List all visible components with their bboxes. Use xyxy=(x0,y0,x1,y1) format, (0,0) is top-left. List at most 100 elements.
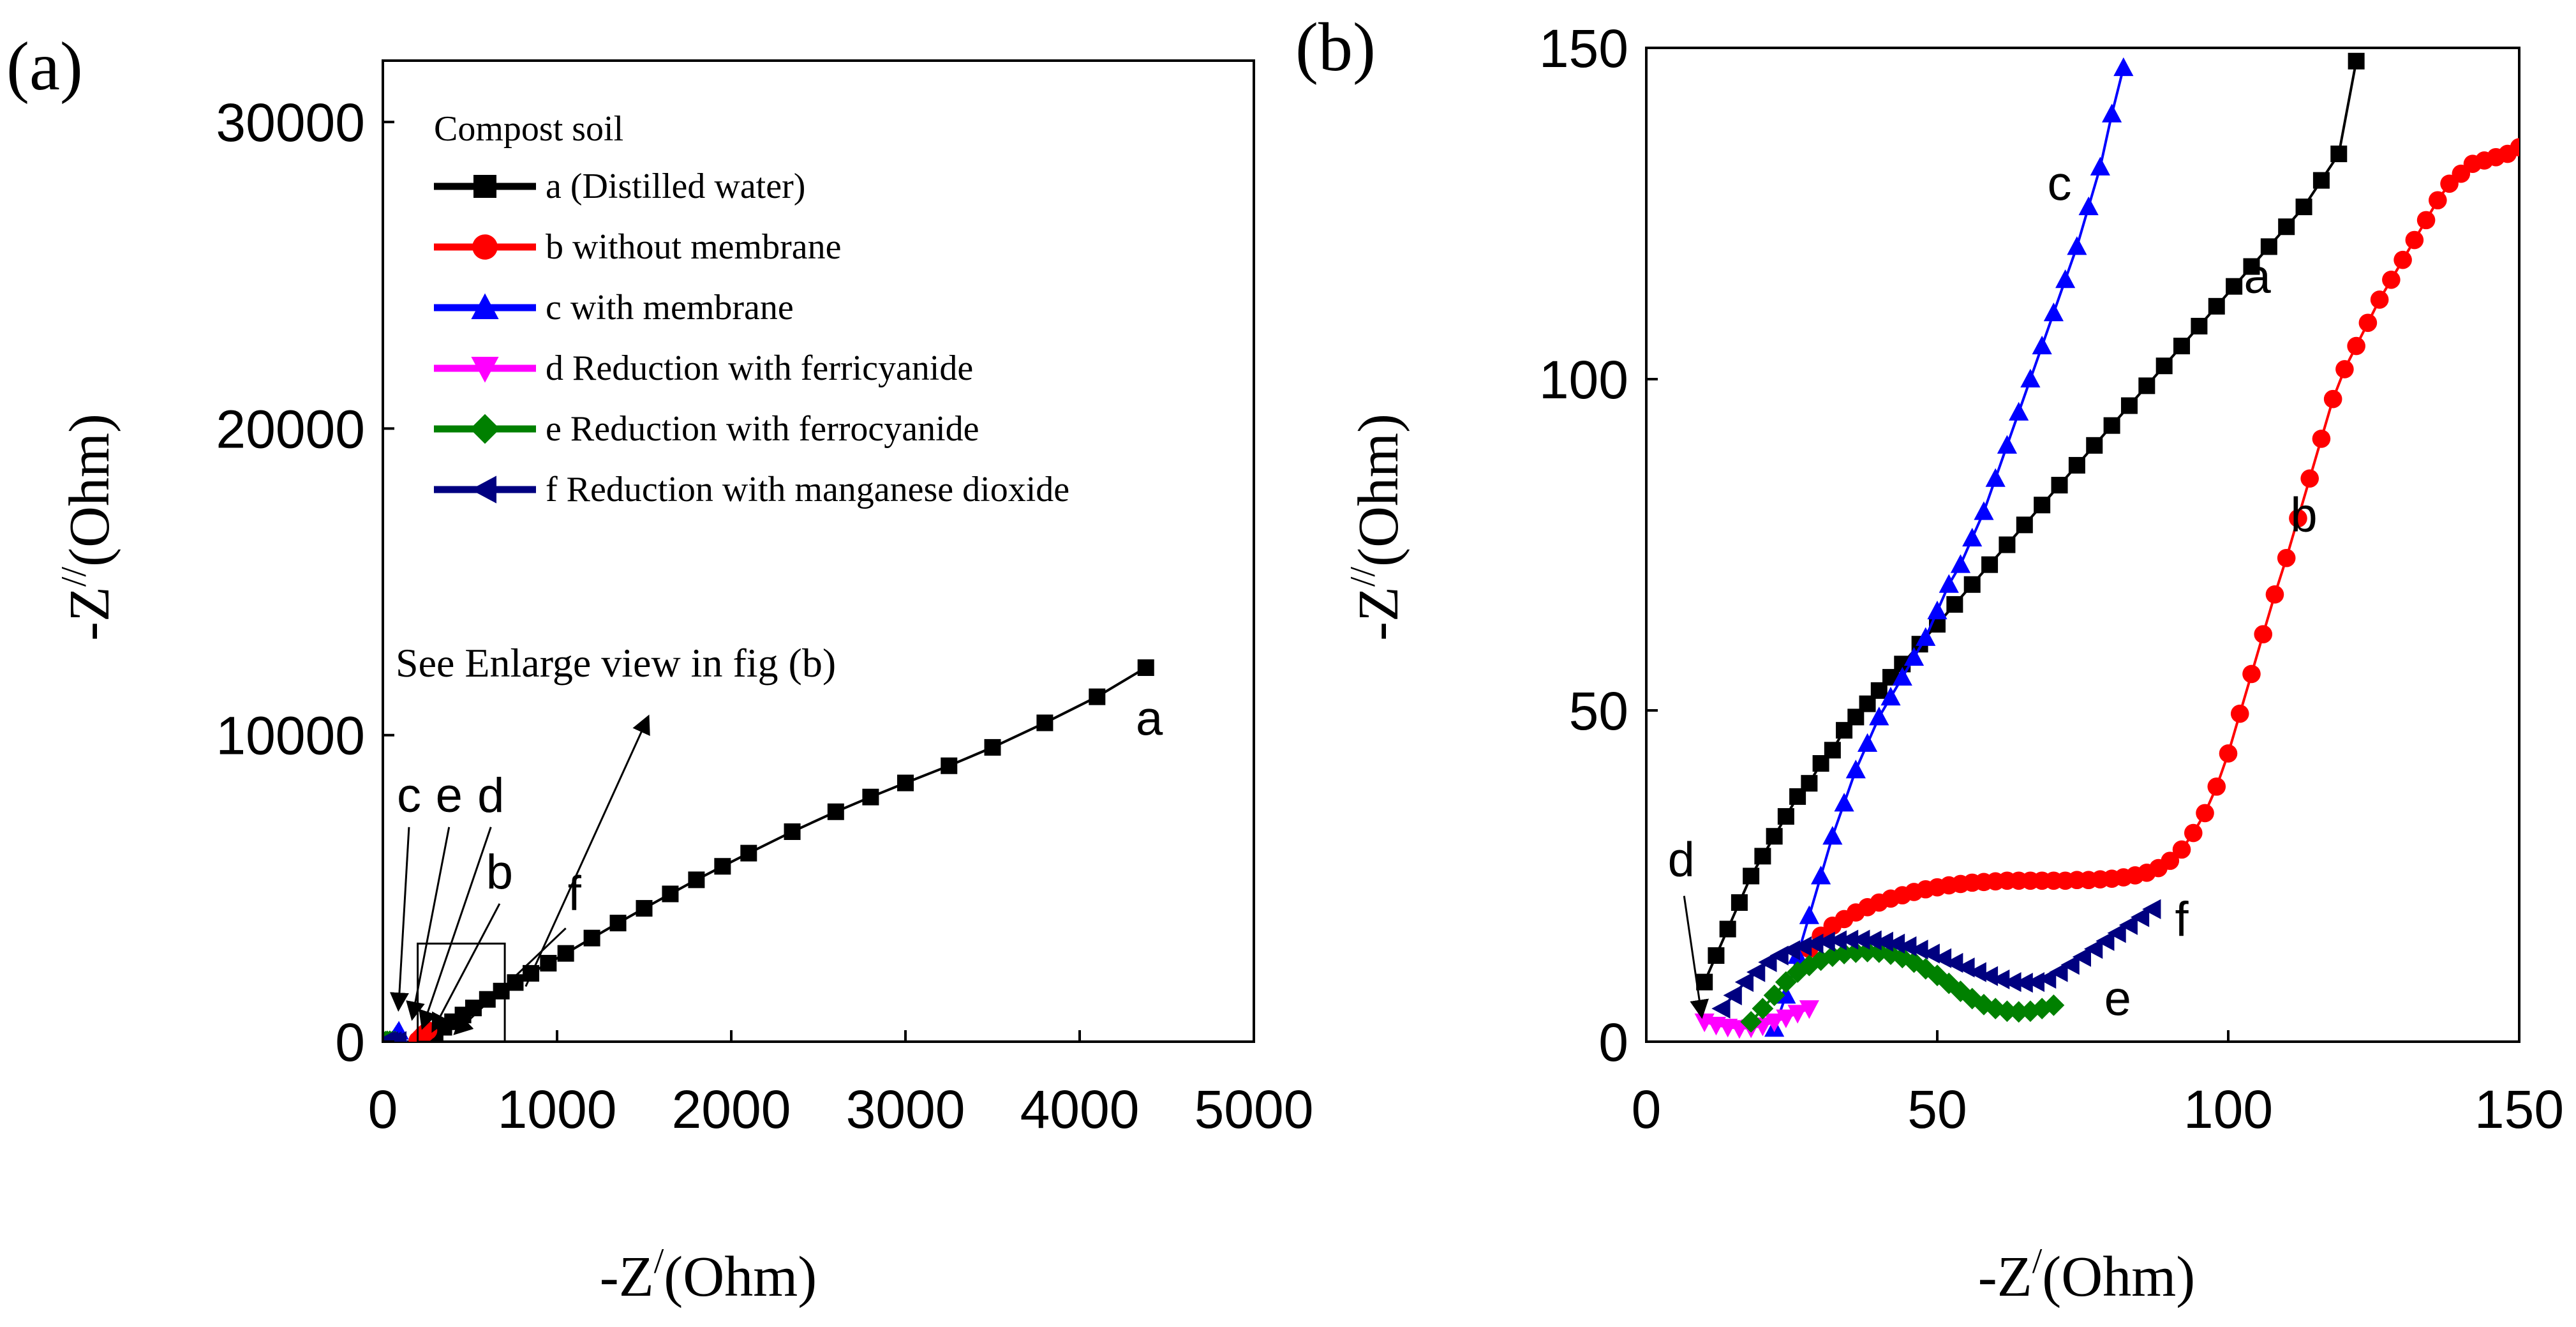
data-point-b xyxy=(2300,469,2319,488)
data-point-c xyxy=(1811,866,1831,885)
data-point-a xyxy=(2312,172,2330,189)
legend-marker-a xyxy=(473,175,496,198)
panel-b: c a b d fe 0 50 100 150 0 50 100 150 -Z/(Ohm) -Z//… xyxy=(1343,19,2564,1308)
data-point-a xyxy=(2278,218,2295,236)
data-point-a xyxy=(1801,775,1818,792)
y-tick-label: 150 xyxy=(1539,19,1628,79)
legend-marker-d xyxy=(471,357,499,383)
data-point-b xyxy=(2277,548,2296,567)
data-point-e xyxy=(1984,998,2007,1019)
data-point-a xyxy=(984,738,1001,756)
data-point-f xyxy=(2083,939,2103,959)
curve-label-a: a xyxy=(1136,692,1163,746)
data-point-f xyxy=(2096,931,2115,951)
curve-label-d: d xyxy=(477,768,504,823)
data-point-a xyxy=(540,955,557,972)
panel-b-y-axis-label: -Z//(Ohm) xyxy=(1343,414,1410,641)
data-point-e xyxy=(2043,994,2065,1016)
data-point-e xyxy=(1845,941,1867,963)
legend-label: f Reduction with manganese dioxide xyxy=(546,470,1069,509)
legend-entry-f: f Reduction with manganese dioxide xyxy=(434,470,1069,509)
x-tick-label: 0 xyxy=(1632,1079,1662,1139)
data-point-f xyxy=(1734,971,1754,993)
data-point-c xyxy=(1892,666,1912,686)
plot-frame xyxy=(1645,47,2520,1043)
data-point-a xyxy=(1766,828,1783,845)
data-point-e xyxy=(1996,1000,2018,1023)
series-line-b xyxy=(1808,146,2519,950)
data-point-f xyxy=(2072,947,2091,967)
data-point-f xyxy=(1886,933,1905,954)
legend-label: d Reduction with ferricyanide xyxy=(546,349,973,388)
x-tick-label: 0 xyxy=(368,1079,398,1139)
data-point-a xyxy=(1777,808,1794,825)
data-point-b xyxy=(2382,271,2401,289)
data-point-c xyxy=(1880,686,1901,706)
data-point-a xyxy=(609,915,627,932)
panel-a-x-axis-label: -Z/(Ohm) xyxy=(600,1241,817,1308)
data-point-a xyxy=(1963,576,1981,593)
data-point-e xyxy=(1775,971,1797,993)
data-point-b xyxy=(2230,704,2249,723)
data-point-c xyxy=(2055,269,2076,289)
legend-label: e Reduction with ferrocyanide xyxy=(546,409,979,449)
curve-label-b: b xyxy=(2290,488,2317,543)
y-tick-label: 20000 xyxy=(216,399,365,459)
data-point-a xyxy=(2348,52,2365,70)
curve-label-b: b xyxy=(486,845,513,899)
data-point-a xyxy=(1946,596,1963,613)
data-point-e xyxy=(1973,993,1995,1016)
data-point-e xyxy=(1798,954,1820,977)
data-point-c xyxy=(1869,707,1889,726)
data-point-f xyxy=(1874,931,1893,952)
data-point-c xyxy=(2102,103,2122,123)
data-point-e xyxy=(1961,987,1983,1010)
data-point-e xyxy=(2007,1001,2030,1023)
data-point-b xyxy=(2207,777,2226,796)
annotation-arrow xyxy=(525,714,650,987)
data-point-b xyxy=(2161,851,2180,870)
data-point-e xyxy=(1891,947,1914,969)
data-point-a xyxy=(2243,258,2260,275)
data-point-f xyxy=(1863,930,1882,950)
data-point-b xyxy=(2196,804,2214,823)
data-point-a xyxy=(2295,199,2312,216)
data-point-c xyxy=(2043,302,2064,322)
data-point-b xyxy=(2172,840,2191,859)
data-point-a xyxy=(941,757,958,774)
data-point-c xyxy=(2113,57,2134,77)
data-point-a xyxy=(1731,894,1748,911)
data-point-a xyxy=(465,1000,482,1017)
data-point-c xyxy=(1822,825,1843,845)
data-point-c xyxy=(2032,335,2052,355)
data-point-e xyxy=(1833,943,1855,964)
curve-label-f: f xyxy=(568,866,582,920)
legend-label: c with membrane xyxy=(546,288,794,327)
data-point-a xyxy=(2016,516,2033,534)
data-point-c xyxy=(1974,501,1994,520)
data-point-a xyxy=(2103,417,2120,434)
data-point-f xyxy=(1851,929,1870,950)
data-point-a xyxy=(1754,848,1771,865)
data-point-c xyxy=(1857,733,1878,752)
data-point-b xyxy=(2394,250,2412,269)
curve-label-e: e xyxy=(436,768,463,823)
data-point-a xyxy=(2138,377,2155,394)
plot-frame xyxy=(382,59,1255,1043)
annotation-arrow xyxy=(453,927,567,1035)
data-point-b xyxy=(2219,744,2238,763)
x-tick-label: 100 xyxy=(2184,1079,2273,1139)
data-point-c xyxy=(1997,435,2018,454)
curve-label-c: c xyxy=(397,768,421,823)
data-point-a xyxy=(662,885,679,903)
data-point-a xyxy=(827,803,844,820)
legend-entry-e: e Reduction with ferrocyanide xyxy=(434,409,979,449)
data-point-b xyxy=(2184,823,2203,843)
y-tick-label: 50 xyxy=(1569,681,1628,741)
data-point-a xyxy=(479,991,496,1008)
data-point-c xyxy=(1927,601,1947,620)
data-point-f xyxy=(1828,930,1847,950)
data-point-e xyxy=(1763,984,1785,1007)
data-point-f xyxy=(1979,966,1999,986)
